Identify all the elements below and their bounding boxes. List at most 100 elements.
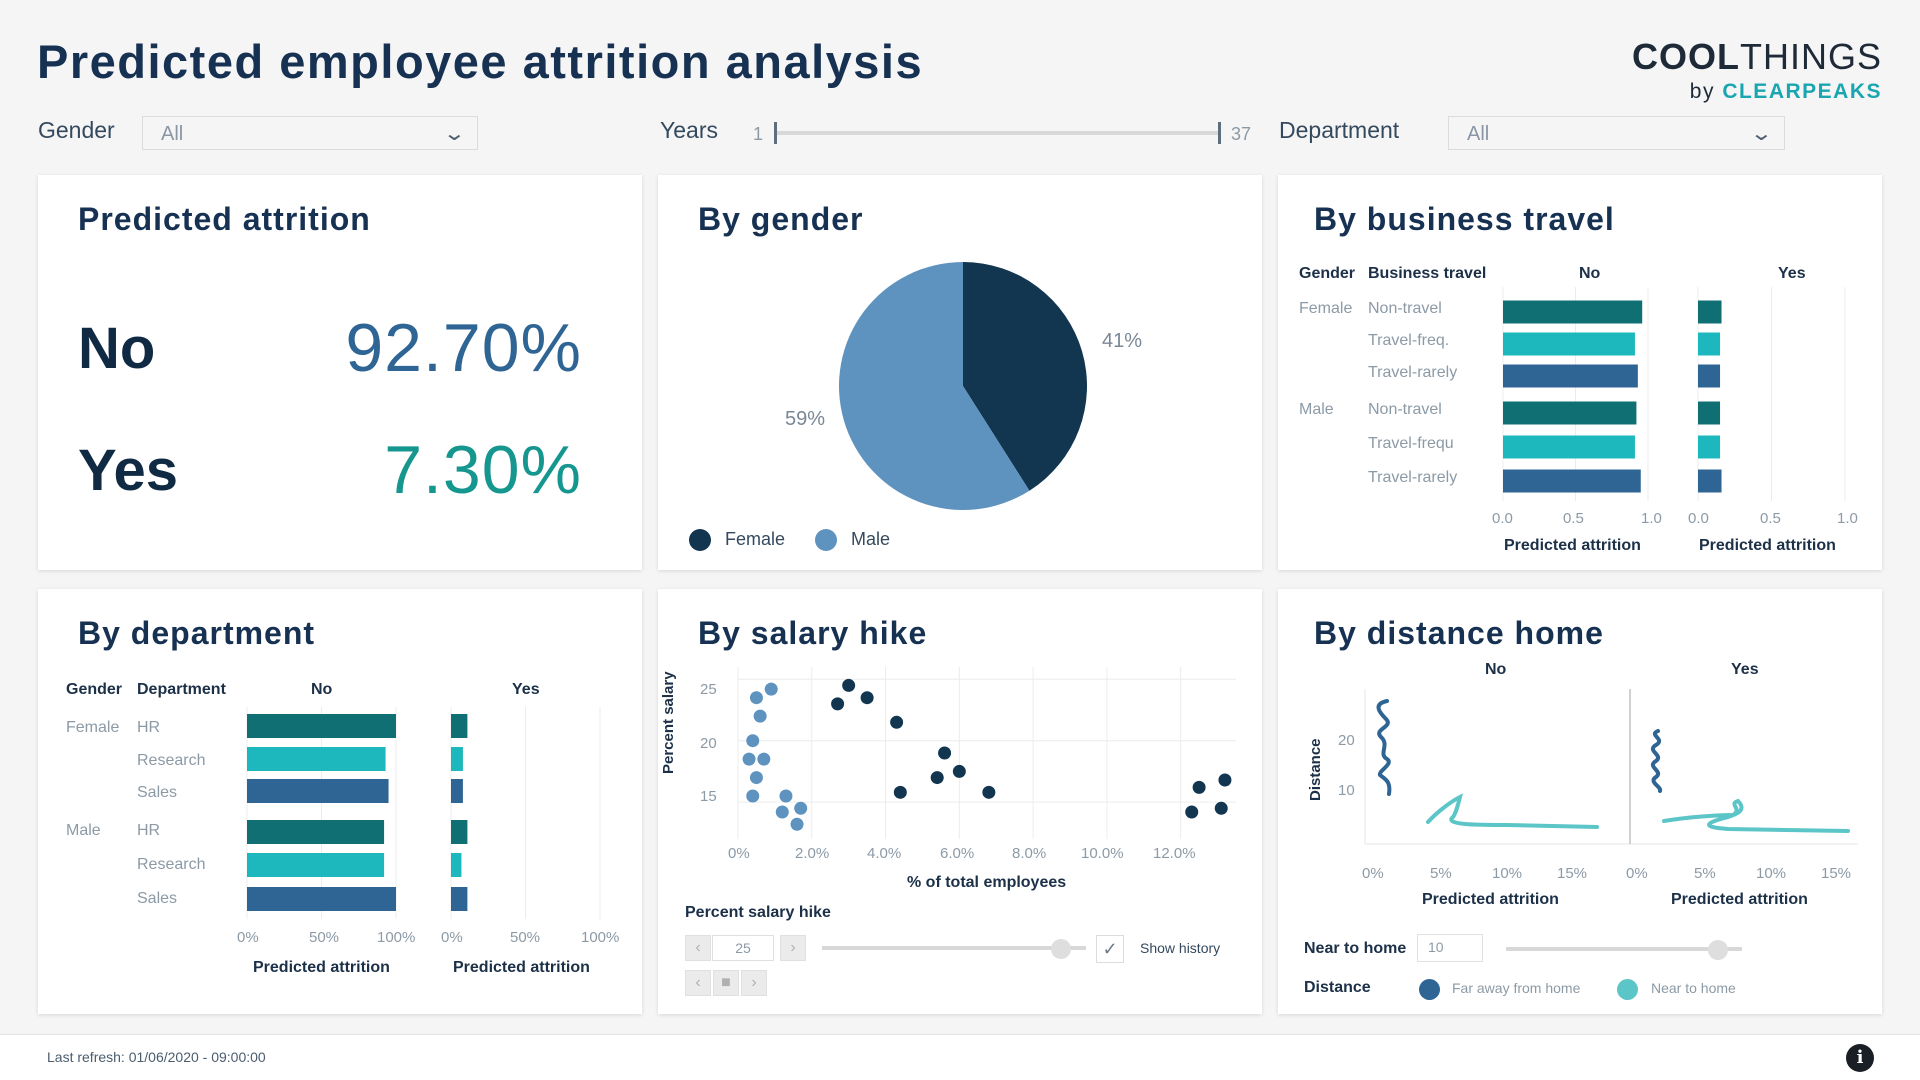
prev-step-button[interactable]: ‹ bbox=[685, 935, 711, 961]
x-tick: 10% bbox=[1492, 865, 1523, 882]
scatter-point bbox=[779, 789, 793, 803]
x-tick: 10% bbox=[1756, 865, 1787, 882]
department-filter-label: Department bbox=[1279, 117, 1400, 143]
scatter-point bbox=[860, 691, 874, 705]
kpi-no-value: 92.70% bbox=[345, 310, 582, 386]
x-tick: 0.0 bbox=[1688, 510, 1709, 527]
row-label: Research bbox=[137, 856, 206, 873]
department-bar-chart bbox=[246, 707, 601, 919]
predicted-attrition-card: Predicted attrition No 92.70% Yes 7.30% bbox=[38, 175, 642, 570]
pie-label-female: 41% bbox=[1102, 330, 1143, 352]
col-header-no: No bbox=[1579, 265, 1601, 282]
years-slider-track[interactable] bbox=[776, 131, 1220, 135]
near-to-home-slider-track[interactable] bbox=[1506, 947, 1742, 951]
x-axis-title-no: Predicted attrition bbox=[1504, 537, 1641, 554]
play-button[interactable]: › bbox=[741, 970, 767, 996]
x-tick: 0.5 bbox=[1563, 510, 1584, 527]
bar-no bbox=[247, 747, 386, 771]
no-near-line bbox=[1426, 793, 1599, 829]
gender-dropdown[interactable]: All ⌄ bbox=[142, 116, 478, 150]
salary-scatter-chart bbox=[737, 667, 1236, 839]
bar-no bbox=[1503, 435, 1635, 459]
x-tick: 0% bbox=[237, 929, 259, 946]
row-label: Sales bbox=[137, 890, 178, 907]
card-title: By gender bbox=[698, 201, 864, 237]
department-dropdown[interactable]: All ⌄ bbox=[1448, 116, 1785, 150]
show-history-checkbox[interactable]: ✓ bbox=[1096, 935, 1124, 963]
scatter-point bbox=[1218, 773, 1232, 787]
scatter-point bbox=[775, 805, 789, 819]
legend-female-label: Female bbox=[725, 529, 786, 549]
near-to-home-slider-handle[interactable] bbox=[1708, 940, 1728, 960]
years-min-value: 1 bbox=[753, 124, 764, 144]
business-travel-bar-chart bbox=[1502, 287, 1846, 501]
scatter-point bbox=[930, 771, 944, 785]
logo-subtitle: by CLEARPEAKS bbox=[1689, 80, 1882, 103]
next-step-button[interactable]: › bbox=[780, 935, 806, 961]
bar-no bbox=[247, 853, 385, 877]
card-title: By salary hike bbox=[698, 615, 928, 651]
scatter-point bbox=[753, 709, 767, 723]
bar-yes bbox=[1698, 300, 1722, 324]
bar-yes bbox=[1698, 469, 1722, 493]
yes-near-line bbox=[1662, 798, 1850, 833]
distance-line-chart bbox=[1364, 689, 1858, 845]
by-salary-hike-card: By salary hike Percent salary 25 20 15 0… bbox=[658, 589, 1262, 1014]
step-back-button[interactable]: ‹ bbox=[685, 970, 711, 996]
row-label: HR bbox=[137, 719, 161, 736]
x-axis-title-no: Predicted attrition bbox=[253, 959, 390, 976]
scatter-point bbox=[890, 715, 904, 729]
yes-far-line bbox=[1650, 729, 1663, 793]
bar-no bbox=[247, 714, 396, 738]
y-tick: 20 bbox=[700, 735, 717, 752]
info-icon[interactable]: i bbox=[1846, 1044, 1874, 1072]
col-header-department: Department bbox=[137, 681, 226, 698]
play-slider-handle[interactable] bbox=[1051, 939, 1071, 959]
card-title: By department bbox=[78, 615, 316, 651]
x-tick: 10.0% bbox=[1081, 845, 1124, 862]
bar-yes bbox=[451, 747, 463, 771]
col-header-business-travel: Business travel bbox=[1368, 265, 1487, 282]
scatter-point bbox=[746, 789, 760, 803]
x-tick: 50% bbox=[309, 929, 340, 946]
legend-male-label: Male bbox=[851, 529, 891, 549]
row-label: Non-travel bbox=[1368, 401, 1442, 418]
gender-filter-label: Gender bbox=[38, 117, 115, 143]
by-distance-home-card: By distance home No Yes Distance 20 10 0… bbox=[1278, 589, 1882, 1014]
row-label: Travel-frequ bbox=[1368, 435, 1454, 452]
scatter-point bbox=[1192, 780, 1206, 794]
no-far-line bbox=[1376, 699, 1392, 796]
card-title: By business travel bbox=[1314, 201, 1615, 237]
chevron-down-icon: ⌄ bbox=[442, 123, 467, 145]
legend-far-icon bbox=[1419, 979, 1440, 1000]
x-tick: 0% bbox=[1362, 865, 1384, 882]
stop-button[interactable]: ■ bbox=[713, 970, 739, 996]
near-to-home-input[interactable]: 10 bbox=[1417, 934, 1483, 962]
row-label: Travel-freq. bbox=[1368, 332, 1450, 349]
x-axis-title-no: Predicted attrition bbox=[1422, 891, 1559, 908]
play-value-input[interactable]: 25 bbox=[712, 935, 774, 961]
row-gender-male: Male bbox=[1299, 401, 1334, 418]
row-label: HR bbox=[137, 822, 161, 839]
pie-label-male: 59% bbox=[785, 408, 826, 430]
by-gender-card: By gender 41% 59% Female Male bbox=[658, 175, 1262, 570]
scatter-point bbox=[749, 771, 763, 785]
scatter-point bbox=[982, 785, 996, 799]
scatter-point bbox=[794, 801, 808, 815]
x-tick: 100% bbox=[377, 929, 416, 946]
scatter-point bbox=[742, 752, 756, 766]
x-tick: 100% bbox=[581, 929, 620, 946]
col-header-gender: Gender bbox=[66, 681, 123, 698]
gender-pie-chart bbox=[838, 262, 1087, 510]
years-slider-handle-max[interactable] bbox=[1218, 122, 1221, 144]
near-to-home-label: Near to home bbox=[1304, 940, 1407, 957]
department-dropdown-value: All bbox=[1467, 123, 1490, 145]
play-slider-track[interactable] bbox=[822, 946, 1086, 950]
x-tick: 0% bbox=[728, 845, 750, 862]
bar-yes bbox=[451, 853, 462, 877]
card-title: Predicted attrition bbox=[78, 201, 371, 237]
y-tick: 20 bbox=[1338, 732, 1355, 749]
row-gender-female: Female bbox=[1299, 300, 1353, 317]
years-slider-handle-min[interactable] bbox=[774, 122, 777, 144]
x-axis-title-yes: Predicted attrition bbox=[1699, 537, 1836, 554]
